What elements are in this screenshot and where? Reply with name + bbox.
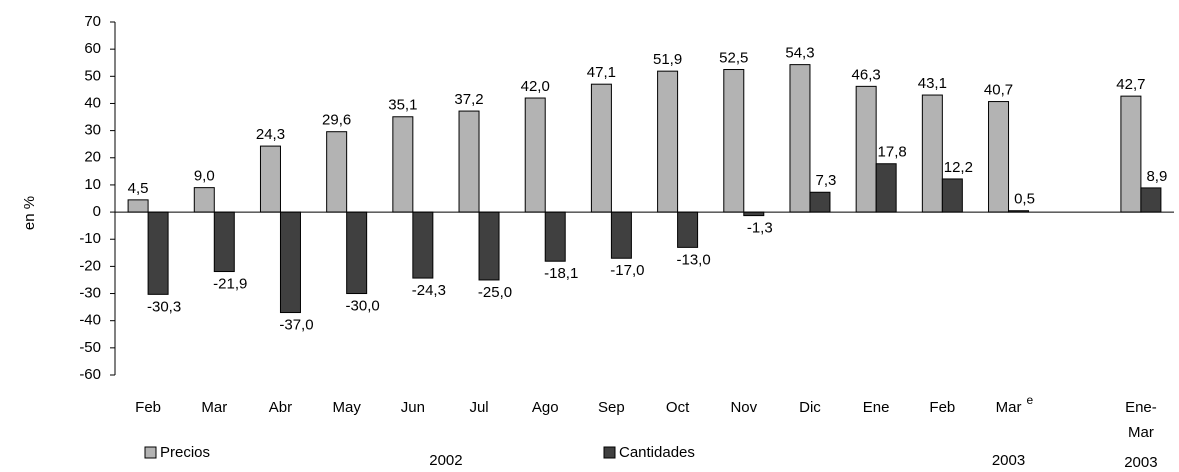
bar	[259, 145, 281, 213]
x-tick-label: Mar	[201, 399, 227, 416]
value-label: -13,0	[676, 251, 710, 268]
value-label: 42,7	[1116, 76, 1145, 93]
value-label: 0,5	[1014, 191, 1035, 208]
bar	[412, 211, 434, 279]
y-tick-label: -20	[79, 257, 101, 274]
value-label: 9,0	[194, 168, 215, 185]
x-tick-label: Jul	[469, 399, 488, 416]
legend-swatch	[144, 446, 157, 459]
value-label: 8,9	[1146, 168, 1167, 185]
x-tick-label: Feb	[929, 399, 955, 416]
value-label: 42,0	[521, 78, 550, 95]
y-tick-label: 40	[84, 94, 101, 111]
legend-label: Cantidades	[619, 444, 695, 461]
y-tick-label: -60	[79, 366, 101, 383]
x-tick-label: May	[332, 399, 361, 416]
value-label: -17,0	[610, 262, 644, 279]
y-tick-label: 60	[84, 40, 101, 57]
annotation: e	[1027, 393, 1034, 407]
value-label: -21,9	[213, 276, 247, 293]
bar	[988, 101, 1010, 213]
value-label: -1,3	[747, 220, 773, 237]
x-tick-label: Ago	[532, 399, 559, 416]
y-tick-label: 0	[93, 203, 101, 220]
year-label: 2003	[1124, 454, 1157, 471]
bar	[193, 187, 215, 213]
y-tick-label: -40	[79, 312, 101, 329]
value-label: 46,3	[852, 66, 881, 83]
value-label: 54,3	[785, 45, 814, 62]
value-label: 24,3	[256, 126, 285, 143]
value-label: 4,5	[128, 180, 149, 197]
value-label: 47,1	[587, 64, 616, 81]
bar	[1140, 187, 1162, 213]
bar	[789, 64, 811, 213]
bar	[392, 116, 414, 213]
bar	[213, 211, 235, 273]
bar	[1120, 95, 1142, 213]
legend-label: Precios	[160, 444, 210, 461]
value-label: -25,0	[478, 284, 512, 301]
x-tick-label: Sep	[598, 399, 625, 416]
bar	[921, 94, 943, 213]
year-label: 2002	[429, 452, 462, 469]
bar	[657, 70, 679, 213]
y-tick-label: -10	[79, 230, 101, 247]
bar	[855, 85, 877, 213]
value-label: 51,9	[653, 51, 682, 68]
y-tick-label: 70	[84, 13, 101, 30]
bar	[610, 211, 632, 259]
y-tick-label: 20	[84, 149, 101, 166]
value-label: 35,1	[388, 97, 417, 114]
bar	[723, 69, 745, 213]
y-tick-label: -50	[79, 339, 101, 356]
legend-swatch	[603, 446, 616, 459]
value-label: -18,1	[544, 265, 578, 282]
bar	[590, 83, 612, 213]
bar	[524, 97, 546, 213]
value-label: 29,6	[322, 112, 351, 129]
value-label: 43,1	[918, 75, 947, 92]
bar	[875, 163, 897, 213]
x-tick-label: Abr	[269, 399, 292, 416]
value-label: 37,2	[454, 91, 483, 108]
bar	[127, 199, 149, 213]
bar	[743, 211, 765, 217]
value-label: -30,3	[147, 298, 181, 315]
bar	[326, 131, 348, 213]
bar	[147, 211, 169, 295]
value-label: -24,3	[412, 282, 446, 299]
value-label: -37,0	[279, 317, 313, 334]
bar	[941, 178, 963, 213]
value-label: 40,7	[984, 82, 1013, 99]
y-axis-label: en %	[21, 196, 38, 230]
value-label: 17,8	[878, 144, 907, 161]
y-tick-label: 10	[84, 176, 101, 193]
x-tick-label: Ene	[863, 399, 890, 416]
x-tick-label: Feb	[135, 399, 161, 416]
value-label: 52,5	[719, 49, 748, 66]
y-tick-label: -30	[79, 285, 101, 302]
value-label: -30,0	[346, 298, 380, 315]
x-tick-label: Mar	[996, 399, 1022, 416]
bar	[677, 211, 699, 248]
year-label: 2003	[992, 452, 1025, 469]
value-label: 7,3	[816, 172, 837, 189]
bar	[809, 191, 831, 213]
bar	[478, 211, 500, 281]
bar	[346, 211, 368, 295]
x-tick-label: Jun	[401, 399, 425, 416]
y-tick-label: 50	[84, 67, 101, 84]
x-tick-label: Oct	[666, 399, 690, 416]
bar	[279, 211, 301, 314]
bar	[544, 211, 566, 262]
x-tick-label: Nov	[730, 399, 757, 416]
y-tick-label: 30	[84, 122, 101, 139]
bar	[458, 110, 480, 213]
value-label: 12,2	[944, 159, 973, 176]
x-tick-label: Dic	[799, 399, 821, 416]
x-tick-label: Ene-Mar	[1125, 399, 1157, 441]
